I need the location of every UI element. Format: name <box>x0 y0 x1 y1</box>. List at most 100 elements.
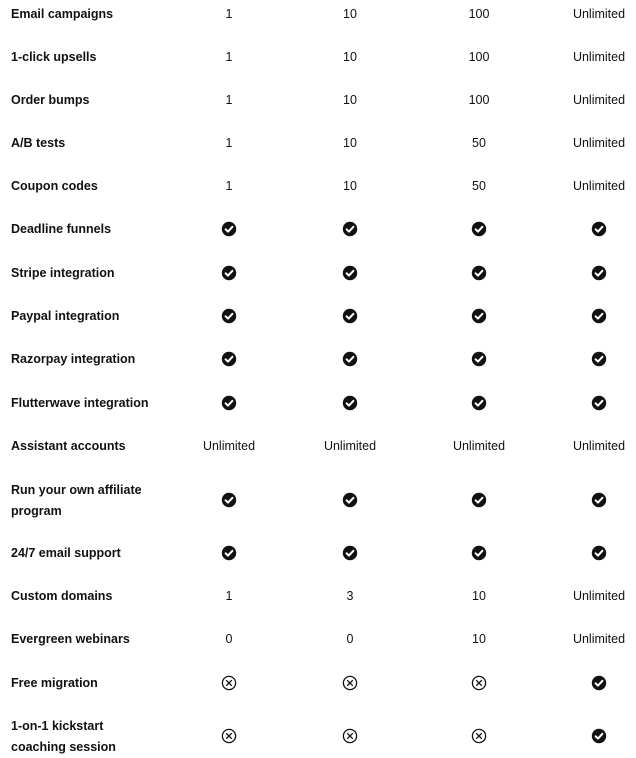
check-circle-icon <box>591 675 607 691</box>
plan-cell-icon <box>184 349 274 370</box>
plan-cell-value: Unlimited <box>572 136 626 150</box>
plan-cell-icon <box>184 219 274 240</box>
plan-cell-icon <box>554 219 636 240</box>
plan-cell-icon <box>554 673 636 694</box>
feature-label: Stripe integration <box>11 266 115 280</box>
plan-cell-icon <box>554 306 636 327</box>
plan-cell-icon <box>554 393 636 414</box>
plan-cell-value: Unlimited <box>323 439 377 453</box>
plan-cell-value: Unlimited <box>572 179 626 193</box>
check-circle-icon <box>591 545 607 561</box>
plan-cell-icon <box>305 673 395 694</box>
check-circle-icon <box>471 395 487 411</box>
plan-cell-icon <box>554 349 636 370</box>
check-circle-icon <box>591 395 607 411</box>
check-circle-icon <box>221 545 237 561</box>
check-circle-icon <box>342 265 358 281</box>
x-circle-icon <box>221 728 237 744</box>
feature-label: Order bumps <box>11 93 90 107</box>
plan-cell-value: 1 <box>225 179 233 193</box>
plan-cell-icon <box>305 263 395 284</box>
plan-cell-value: 1 <box>225 136 233 150</box>
x-circle-icon <box>471 728 487 744</box>
plan-cell-value: 0 <box>346 632 354 646</box>
plan-cell-icon <box>554 543 636 564</box>
x-circle-icon <box>342 728 358 744</box>
plan-cell-icon <box>184 490 274 511</box>
feature-label: Paypal integration <box>11 309 120 323</box>
plan-cell-icon <box>305 219 395 240</box>
plan-cell-icon <box>434 219 524 240</box>
check-circle-icon <box>342 545 358 561</box>
plan-cell-icon <box>434 543 524 564</box>
plan-cell-value: 10 <box>343 179 357 193</box>
plan-cell-icon <box>434 349 524 370</box>
plan-cell-value: Unlimited <box>572 632 626 646</box>
plan-cell-value: Unlimited <box>452 439 506 453</box>
check-circle-icon <box>342 492 358 508</box>
plan-cell-value: Unlimited <box>572 589 626 603</box>
plan-cell-icon <box>184 543 274 564</box>
plan-cell-value: 50 <box>472 136 486 150</box>
feature-label: Email campaigns <box>11 7 114 21</box>
check-circle-icon <box>591 492 607 508</box>
plan-cell-value: 0 <box>225 632 233 646</box>
plan-cell-icon <box>184 726 274 747</box>
feature-label: 1-on-1 kickstart coaching session <box>11 719 116 754</box>
plan-cell-icon <box>554 263 636 284</box>
check-circle-icon <box>342 308 358 324</box>
plan-cell-value: Unlimited <box>572 439 626 453</box>
plan-cell-value: 1 <box>225 50 233 64</box>
plan-cell-value: 100 <box>468 7 490 21</box>
plan-cell-icon <box>554 490 636 511</box>
check-circle-icon <box>471 351 487 367</box>
check-circle-icon <box>221 308 237 324</box>
plan-cell-value: 3 <box>346 589 354 603</box>
plan-cell-icon <box>305 349 395 370</box>
feature-label: 24/7 email support <box>11 546 121 560</box>
feature-label: Free migration <box>11 676 98 690</box>
check-circle-icon <box>591 728 607 744</box>
check-circle-icon <box>471 545 487 561</box>
plan-cell-icon <box>434 263 524 284</box>
plan-cell-icon <box>434 393 524 414</box>
plan-cell-icon <box>184 673 274 694</box>
feature-label: Assistant accounts <box>11 439 126 453</box>
x-circle-icon <box>471 675 487 691</box>
check-circle-icon <box>221 492 237 508</box>
plan-cell-icon <box>434 306 524 327</box>
plan-cell-value: 100 <box>468 50 490 64</box>
plan-cell-value: Unlimited <box>202 439 256 453</box>
check-circle-icon <box>591 308 607 324</box>
plan-cell-value: 1 <box>225 589 233 603</box>
feature-label: Evergreen webinars <box>11 632 130 646</box>
plan-cell-icon <box>305 543 395 564</box>
check-circle-icon <box>471 308 487 324</box>
check-circle-icon <box>342 395 358 411</box>
plan-cell-value: 10 <box>472 632 486 646</box>
plan-cell-icon <box>305 306 395 327</box>
plan-cell-icon <box>434 490 524 511</box>
plan-cell-icon <box>184 306 274 327</box>
feature-label: Flutterwave integration <box>11 396 149 410</box>
check-circle-icon <box>591 265 607 281</box>
check-circle-icon <box>342 221 358 237</box>
feature-label: Razorpay integration <box>11 352 136 366</box>
plan-cell-value: 10 <box>343 7 357 21</box>
check-circle-icon <box>471 221 487 237</box>
plan-cell-value: 1 <box>225 7 233 21</box>
x-circle-icon <box>342 675 358 691</box>
x-circle-icon <box>221 675 237 691</box>
plan-cell-value: 10 <box>343 136 357 150</box>
plan-cell-value: 10 <box>343 50 357 64</box>
plan-cell-value: Unlimited <box>572 93 626 107</box>
plan-cell-icon <box>554 726 636 747</box>
plan-cell-icon <box>434 673 524 694</box>
plan-cell-icon <box>305 490 395 511</box>
feature-label: Deadline funnels <box>11 222 112 236</box>
check-circle-icon <box>591 351 607 367</box>
feature-label: Coupon codes <box>11 179 98 193</box>
check-circle-icon <box>221 395 237 411</box>
plan-cell-icon <box>305 726 395 747</box>
plan-cell-value: Unlimited <box>572 50 626 64</box>
